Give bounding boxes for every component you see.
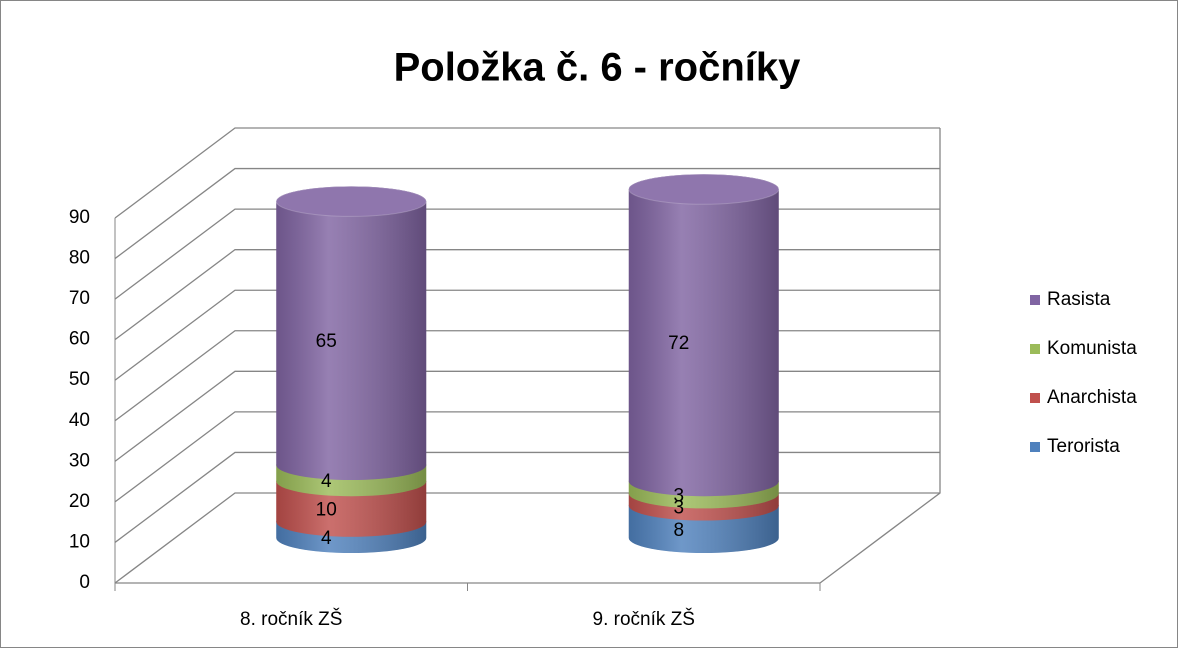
segment-shade <box>276 186 427 480</box>
legend-label: Terorista <box>1047 436 1120 457</box>
cylinder-top-shade <box>628 174 779 205</box>
grid-line <box>114 167 940 260</box>
y-tick-label: 60 <box>69 329 90 350</box>
x-tick-label: 9. ročník ZŠ <box>593 608 695 630</box>
y-tick-label: 90 <box>69 207 90 228</box>
legend-label: Rasista <box>1047 289 1111 310</box>
y-tick-label: 40 <box>69 410 90 431</box>
legend-swatch <box>1030 393 1040 403</box>
legend-swatch <box>1030 295 1040 305</box>
chart-title: Položka č. 6 - ročníky <box>394 46 802 90</box>
legend-label: Anarchista <box>1047 387 1137 408</box>
y-tick-label: 10 <box>69 531 90 552</box>
legend-label: Komunista <box>1047 338 1137 359</box>
y-tick-label: 50 <box>69 369 90 390</box>
data-label: 4 <box>321 471 332 492</box>
cylinder-top <box>628 173 780 205</box>
cylinder-top-shade <box>276 186 427 217</box>
segment-shade <box>628 174 779 497</box>
grid-line <box>114 127 940 219</box>
x-tick-label: 8. ročník ZŠ <box>240 608 342 630</box>
legend-swatch <box>1030 442 1040 452</box>
data-label: 3 <box>673 485 684 506</box>
y-tick-label: 80 <box>69 248 90 269</box>
data-label: 4 <box>321 528 332 549</box>
legend-swatch <box>1030 344 1040 354</box>
y-tick-label: 20 <box>69 491 90 512</box>
data-label: 8 <box>673 520 684 541</box>
data-label: 3 <box>673 497 684 518</box>
data-label: 10 <box>316 500 337 521</box>
y-tick-label: 70 <box>69 288 90 309</box>
data-label: 72 <box>668 333 689 354</box>
cylinder-top <box>275 185 427 217</box>
y-tick-label: 30 <box>69 450 90 471</box>
data-label: 65 <box>316 331 337 352</box>
y-tick-label: 0 <box>79 572 90 593</box>
